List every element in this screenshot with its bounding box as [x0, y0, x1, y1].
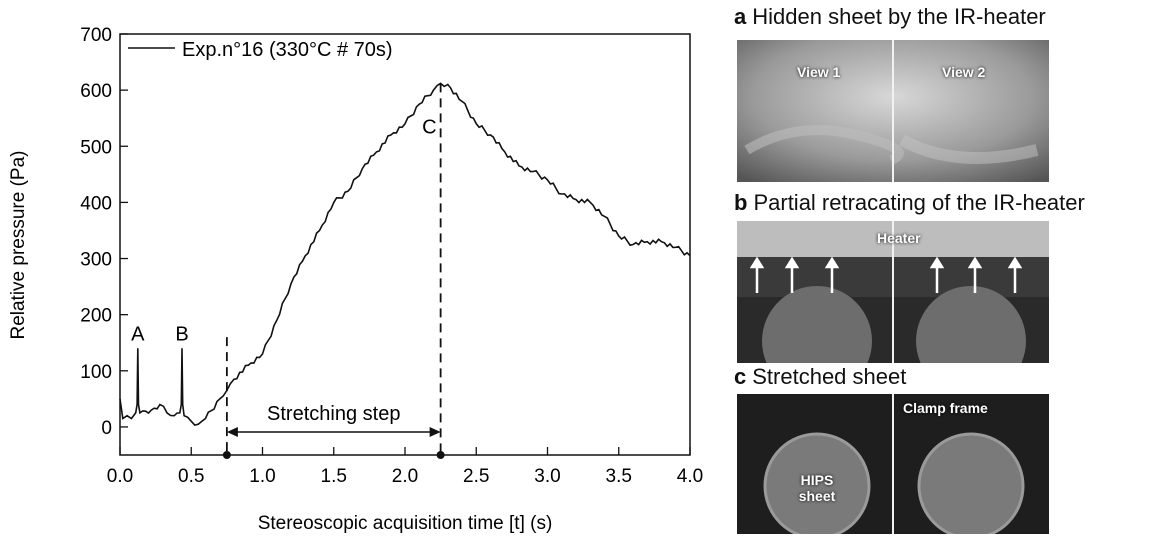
panel-b-heading: Partial retracating of the IR-heater: [753, 190, 1085, 215]
reference-marker: [436, 451, 445, 459]
photo-c: HIPS sheet Clamp frame: [737, 394, 1049, 534]
span-arrow-head: [226, 427, 238, 437]
y-tick-label: 200: [80, 306, 112, 327]
panel-c-letter: c: [734, 364, 747, 389]
x-tick-label: 2.5: [463, 466, 489, 487]
photo-c-label-2: Clamp frame: [903, 400, 988, 416]
photo-c-image: [737, 394, 1049, 534]
span-label: Stretching step: [267, 403, 400, 425]
x-tick-label: 2.0: [392, 466, 418, 487]
x-tick-label: 0.5: [178, 466, 204, 487]
y-axis-ticks: 0 100 200 300 400 500 600 700: [80, 25, 128, 439]
y-tick-label: 500: [80, 137, 112, 158]
x-tick-label: 1.5: [321, 466, 347, 487]
photo-a-image: [737, 40, 1049, 182]
reference-lines: [222, 83, 445, 459]
y-tick-label: 300: [80, 250, 112, 271]
panel-c-title: c Stretched sheet: [734, 364, 906, 390]
annotations: A B C Stretching step: [131, 116, 441, 437]
reference-marker: [222, 451, 231, 459]
x-axis-ticks: 0.0 0.5 1.0 1.5 2.0 2.5 3.0 3.5 4.0: [107, 447, 703, 487]
panel-c-heading: Stretched sheet: [752, 364, 907, 389]
legend: Exp.n°16 (330°C # 70s): [128, 39, 393, 61]
x-tick-label: 4.0: [677, 466, 703, 487]
photo-b-image: [737, 221, 1049, 363]
x-tick-label: 3.5: [606, 466, 632, 487]
x-tick-label: 3.0: [534, 466, 560, 487]
span-arrow-head: [429, 427, 441, 437]
point-label: A: [131, 323, 145, 345]
x-tick-label: 0.0: [107, 466, 133, 487]
x-axis-label: Stereoscopic acquisition time [t] (s): [258, 513, 553, 534]
photo-a-label-2: View 2: [942, 64, 986, 80]
photo-b-label: Heater: [877, 230, 921, 246]
photo-a: View 1 View 2: [737, 40, 1049, 182]
panel-a-heading: Hidden sheet by the IR-heater: [752, 4, 1046, 29]
y-tick-label: 0: [101, 418, 112, 439]
pressure-chart: 0.0 0.5 1.0 1.5 2.0 2.5 3.0 3.5 4.0 0 100 200 300 40…: [8, 25, 703, 534]
panel-b-letter: b: [734, 190, 748, 215]
point-label: C: [422, 116, 436, 138]
y-tick-label: 100: [80, 362, 112, 383]
y-axis-label: Relative pressure (Pa): [8, 150, 29, 339]
panel-a-title: a Hidden sheet by the IR-heater: [734, 4, 1046, 30]
plot-frame: [119, 33, 691, 456]
legend-label: Exp.n°16 (330°C # 70s): [182, 39, 393, 61]
panel-b-title: b Partial retracating of the IR-heater: [734, 190, 1085, 216]
y-tick-label: 400: [80, 193, 112, 214]
point-label: B: [175, 323, 188, 345]
photo-c-label-1: HIPS sheet: [798, 472, 836, 504]
y-tick-label: 600: [80, 81, 112, 102]
panel-a-letter: a: [734, 4, 747, 29]
y-tick-label: 700: [80, 25, 112, 46]
photo-a-label-1: View 1: [797, 64, 841, 80]
series-line: [119, 82, 691, 427]
x-tick-label: 1.0: [249, 466, 275, 487]
photo-b: Heater: [737, 221, 1049, 363]
